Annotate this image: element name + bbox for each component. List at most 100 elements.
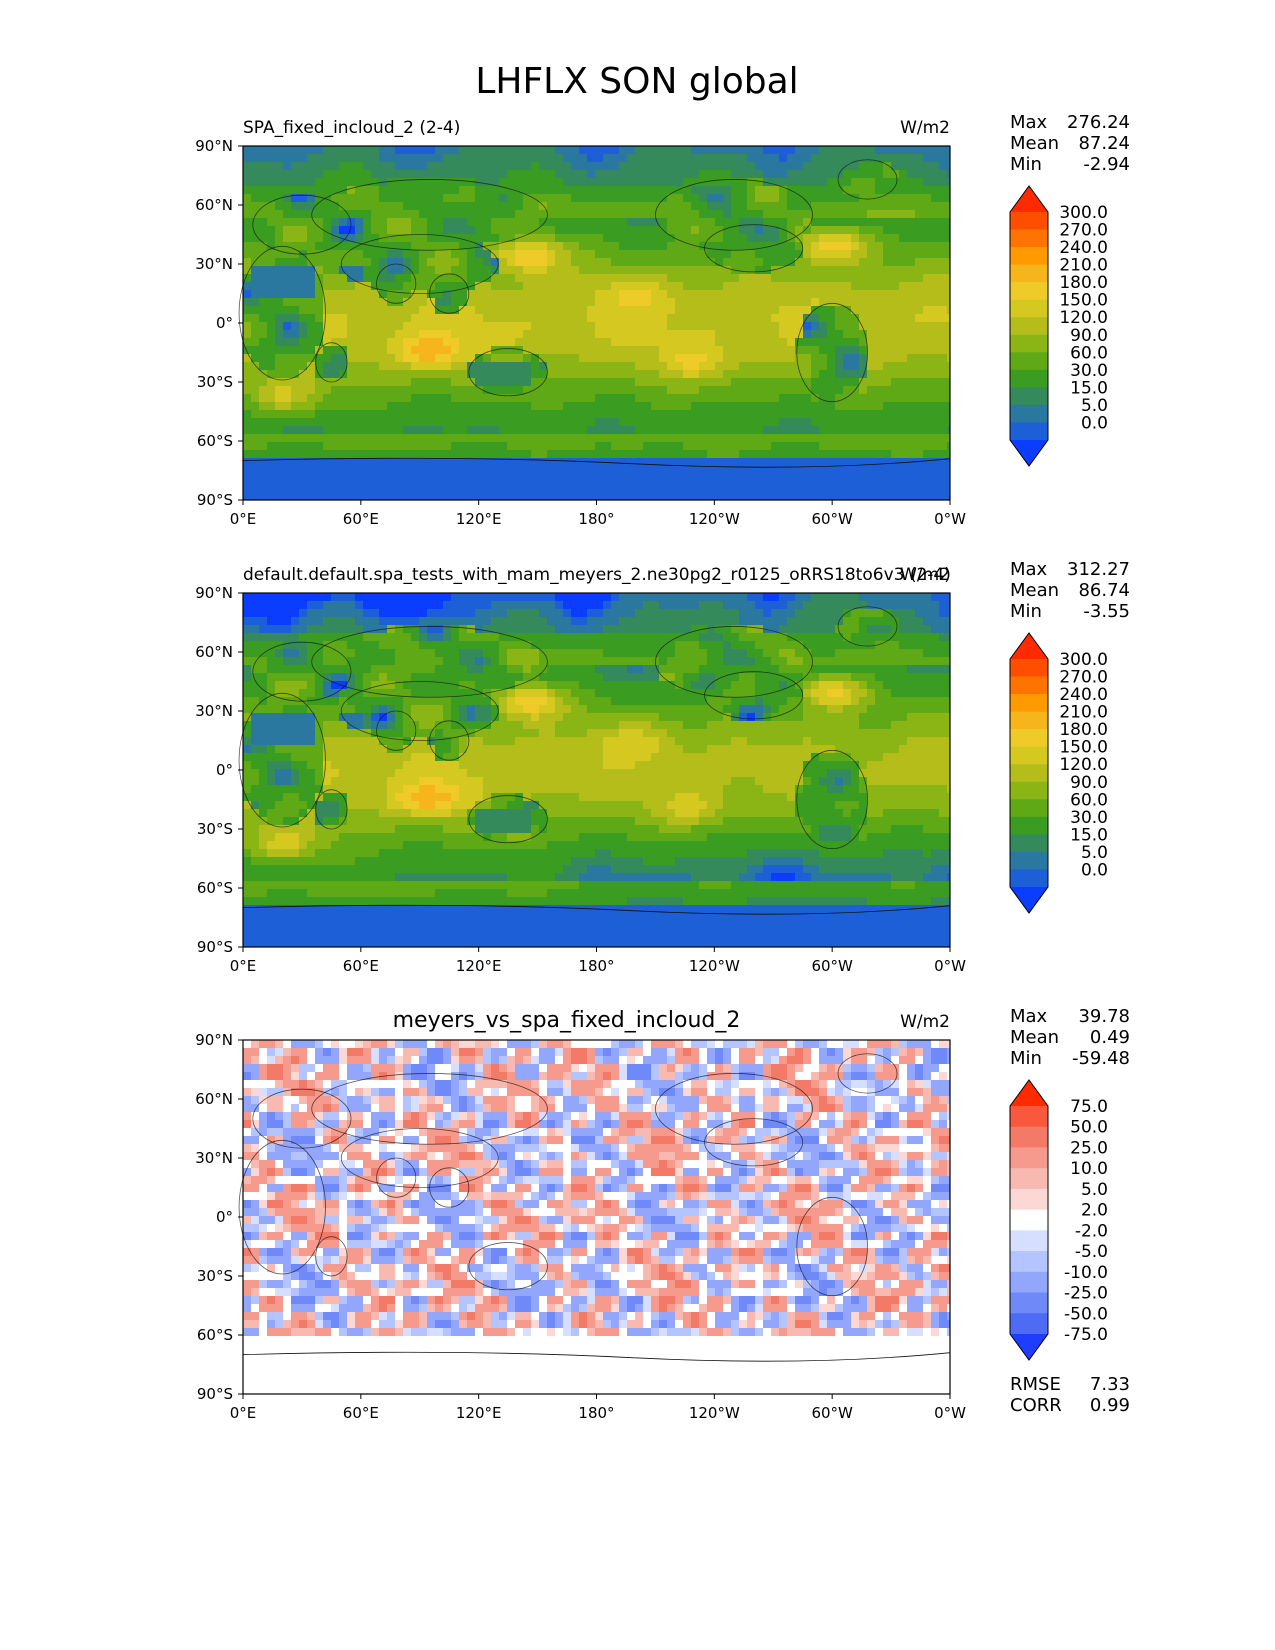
x-tick-label: 0°W: [934, 957, 966, 975]
colorbar-tick-label: 60.0: [1070, 790, 1108, 810]
panel-3: meyers_vs_spa_fixed_incloud_2 W/m2 0°E 60°E…: [195, 1006, 1130, 1422]
map-field: [243, 146, 951, 501]
x-tick-label: 0°W: [934, 1404, 966, 1422]
colorbar-tick-label: 240.0: [1059, 685, 1108, 705]
colorbar-tick-label: 25.0: [1070, 1138, 1108, 1158]
x-tick-label: 180°: [578, 1404, 614, 1422]
colorbar: 300.0270.0240.0210.0180.0150.0120.090.06…: [1009, 185, 1108, 467]
y-tick-label: 60°N: [195, 196, 233, 214]
colorbar-tick-label: 270.0: [1059, 221, 1108, 241]
colorbar-tick-label: -2.0: [1075, 1221, 1108, 1241]
metric-label: CORR: [1010, 1395, 1062, 1416]
panel-title: meyers_vs_spa_fixed_incloud_2: [393, 1008, 741, 1033]
colorbar: 300.0270.0240.0210.0180.0150.0120.090.06…: [1009, 632, 1108, 914]
x-tick-label: 120°E: [456, 1404, 502, 1422]
colorbar-tick-label: 210.0: [1059, 256, 1108, 276]
colorbar-tick-label: 2.0: [1081, 1201, 1108, 1221]
stat-value: -3.55: [1083, 601, 1130, 622]
y-tick-label: 60°N: [195, 1090, 233, 1108]
x-tick-label: 60°W: [811, 1404, 853, 1422]
stat-label: Max: [1010, 559, 1048, 580]
colorbar-tick-label: 150.0: [1059, 291, 1108, 311]
colorbar-tick-label: 5.0: [1081, 396, 1108, 416]
stat-label: Min: [1010, 154, 1042, 175]
units-label: W/m2: [900, 1012, 950, 1032]
coastlines: [238, 606, 951, 915]
units-label: W/m2: [900, 565, 950, 585]
panel-title: SPA_fixed_incloud_2 (2-4): [243, 118, 460, 138]
y-tick-label: 90°N: [195, 1031, 233, 1049]
colorbar-tick-label: 120.0: [1059, 755, 1108, 775]
colorbar-tick-label: 120.0: [1059, 308, 1108, 328]
x-tick-label: 60°W: [811, 957, 853, 975]
stat-value: 87.24: [1078, 133, 1130, 154]
stat-value: 39.78: [1078, 1006, 1130, 1027]
y-tick-label: 30°S: [197, 820, 233, 838]
stat-label: Max: [1010, 112, 1048, 133]
x-tick-label: 60°W: [811, 510, 853, 528]
metric-label: RMSE: [1010, 1374, 1061, 1395]
colorbar-tick-label: -10.0: [1064, 1263, 1108, 1283]
colorbar-tick-label: -5.0: [1075, 1242, 1108, 1262]
x-tick-label: 180°: [578, 957, 614, 975]
y-tick-label: 0°: [216, 761, 233, 779]
colorbar-tick-label: 300.0: [1059, 650, 1108, 670]
stat-label: Mean: [1010, 580, 1059, 601]
map-field: [243, 1040, 951, 1395]
x-tick-label: 0°E: [230, 957, 257, 975]
panel-1: SPA_fixed_incloud_2 (2-4) W/m2 0°E 60°E 120°…: [195, 112, 1130, 528]
colorbar: 75.050.025.010.05.02.0-2.0-5.0-10.0-25.0…: [1009, 1079, 1108, 1361]
colorbar-tick-label: 90.0: [1070, 326, 1108, 346]
colorbar-tick-label: 270.0: [1059, 668, 1108, 688]
stat-value: 276.24: [1067, 112, 1130, 133]
colorbar-tick-label: 75.0: [1070, 1097, 1108, 1117]
colorbar-tick-label: 60.0: [1070, 343, 1108, 363]
colorbar-tick-label: 0.0: [1081, 860, 1108, 880]
colorbar-tick-label: 180.0: [1059, 720, 1108, 740]
stat-value: -59.48: [1072, 1048, 1130, 1069]
colorbar-tick-label: 300.0: [1059, 203, 1108, 223]
colorbar-tick-label: 5.0: [1081, 843, 1108, 863]
metric-value: 0.99: [1090, 1395, 1130, 1416]
map-field: [243, 593, 951, 948]
x-tick-label: 120°E: [456, 957, 502, 975]
y-tick-label: 60°S: [197, 1326, 233, 1344]
coastlines: [238, 1053, 951, 1362]
x-tick-label: 180°: [578, 510, 614, 528]
coastlines: [238, 159, 951, 468]
stat-label: Max: [1010, 1006, 1048, 1027]
y-tick-label: 60°S: [197, 432, 233, 450]
x-tick-label: 60°E: [343, 1404, 379, 1422]
units-label: W/m2: [900, 118, 950, 138]
colorbar-tick-label: 15.0: [1070, 378, 1108, 398]
y-tick-label: 0°: [216, 314, 233, 332]
y-tick-label: 30°N: [195, 255, 233, 273]
colorbar-tick-label: -25.0: [1064, 1284, 1108, 1304]
x-tick-label: 0°E: [230, 1404, 257, 1422]
colorbar-tick-label: 150.0: [1059, 738, 1108, 758]
x-tick-label: 60°E: [343, 510, 379, 528]
colorbar-tick-label: 90.0: [1070, 773, 1108, 793]
x-tick-label: 120°E: [456, 510, 502, 528]
colorbar-tick-label: 240.0: [1059, 238, 1108, 258]
metric-value: 7.33: [1090, 1374, 1130, 1395]
stat-value: 0.49: [1090, 1027, 1130, 1048]
y-tick-label: 60°N: [195, 643, 233, 661]
panel-2: default.default.spa_tests_with_mam_meyer…: [195, 559, 1130, 975]
colorbar-tick-label: 50.0: [1070, 1118, 1108, 1138]
colorbar-tick-label: 0.0: [1081, 413, 1108, 433]
colorbar-tick-label: -75.0: [1064, 1325, 1108, 1345]
y-tick-label: 90°S: [197, 491, 233, 509]
colorbar-tick-label: -50.0: [1064, 1304, 1108, 1324]
y-tick-label: 30°N: [195, 702, 233, 720]
x-tick-label: 0°W: [934, 510, 966, 528]
y-tick-label: 30°S: [197, 1267, 233, 1285]
y-tick-label: 90°S: [197, 938, 233, 956]
stat-label: Mean: [1010, 1027, 1059, 1048]
colorbar-tick-label: 10.0: [1070, 1159, 1108, 1179]
y-tick-label: 60°S: [197, 879, 233, 897]
y-tick-label: 0°: [216, 1208, 233, 1226]
stat-value: 86.74: [1078, 580, 1130, 601]
x-tick-label: 120°W: [689, 957, 740, 975]
